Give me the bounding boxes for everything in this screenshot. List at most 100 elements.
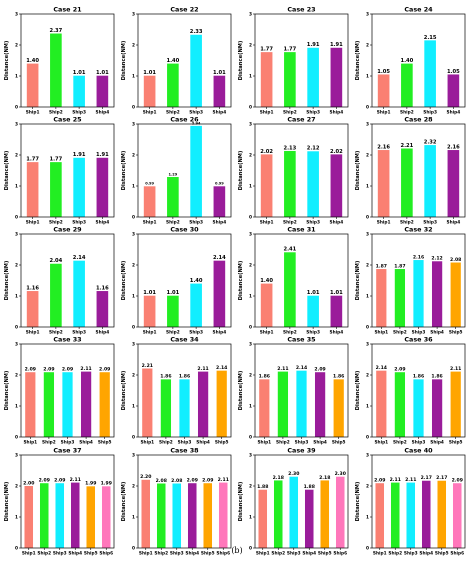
bar-ship6	[218, 482, 228, 548]
x-tick-label: Ship3	[72, 220, 86, 226]
data-label: 1.40	[26, 58, 39, 64]
data-label: 2.11	[80, 366, 91, 372]
y-tick-label: 0	[249, 325, 252, 331]
data-label: 2.33	[190, 29, 203, 35]
y-tick-label: 3	[132, 342, 135, 348]
chart-panel: Case 30 Distance(NM) 0 1 2 3 1.01 Ship1 1.01 Ship…	[121, 226, 232, 336]
data-label: 2.15	[424, 35, 437, 41]
x-tick-label: Ship4	[419, 551, 433, 557]
x-tick-label: Ship1	[143, 110, 157, 116]
x-tick-label: Ship3	[53, 551, 67, 557]
data-label: 1.77	[26, 157, 39, 163]
y-tick-label: 1	[15, 74, 18, 80]
y-tick-label: 2	[366, 43, 369, 49]
y-tick-label: 1	[132, 404, 135, 410]
data-label: 2.09	[187, 478, 198, 484]
bar-ship4	[96, 291, 109, 327]
y-tick-label: 0	[366, 435, 369, 441]
y-tick-label: 1	[132, 74, 135, 80]
y-tick-label: 2	[366, 373, 369, 379]
x-tick-label: Ship4	[213, 110, 227, 116]
bar-ship2	[167, 295, 179, 327]
x-tick-label: Ship3	[306, 110, 320, 116]
y-tick-label: 2	[366, 263, 369, 269]
bar-ship6	[335, 476, 345, 548]
data-label: 2.08	[450, 257, 461, 263]
data-label: 2.02	[330, 149, 343, 155]
data-label: 2.04	[49, 258, 62, 264]
bar-ship1	[143, 186, 156, 217]
x-tick-label: Ship5	[215, 440, 229, 446]
chart-panel: Case 36 Distance(NM) 0 1 2 3 2.14 Ship1 2.09 Ship…	[355, 336, 466, 446]
y-tick-label: 3	[15, 12, 18, 18]
y-axis-label: Distance(NM)	[121, 151, 127, 191]
bar-ship2	[277, 371, 289, 437]
axes-frame	[371, 123, 466, 218]
x-tick-label: Ship1	[143, 330, 157, 336]
x-tick-label: Ship1	[257, 440, 271, 446]
y-tick-label: 3	[249, 12, 252, 18]
panel-title: Case 37	[53, 447, 81, 455]
chart-panel: Case 22 Distance(NM) 0 1 2 3 1.01 Ship1 1.40 Ship…	[121, 6, 232, 116]
data-label: 2.09	[54, 478, 65, 484]
data-label: 2.09	[394, 367, 405, 373]
bar-ship5	[203, 483, 213, 548]
data-label: 1.01	[330, 290, 343, 296]
y-tick-label: 1	[249, 184, 252, 190]
x-tick-label: Ship6	[450, 551, 464, 557]
y-tick-label: 1	[15, 184, 18, 190]
y-tick-label: 1	[366, 184, 369, 190]
x-tick-label: Ship1	[374, 330, 388, 336]
bar-ship3	[179, 379, 190, 437]
x-tick-label: Ship3	[306, 330, 320, 336]
x-tick-label: Ship5	[98, 440, 112, 446]
axes-frame	[254, 13, 349, 108]
y-axis-label: Distance(NM)	[121, 41, 127, 81]
bar-ship3	[190, 125, 202, 217]
axes-frame	[20, 454, 115, 549]
panel-title: Case 31	[287, 226, 315, 234]
data-label: 1.01	[143, 70, 156, 76]
x-tick-label: Ship1	[26, 330, 40, 336]
chart-panel: Case 31 Distance(NM) 0 1 2 3 1.40 Ship1 2.41 Ship…	[238, 226, 349, 336]
y-tick-label: 3	[249, 232, 252, 238]
x-tick-label: Ship3	[189, 330, 203, 336]
bar-ship4	[187, 483, 197, 548]
data-label: 2.17	[436, 475, 447, 481]
x-tick-label: Ship3	[412, 330, 426, 336]
axes-frame	[137, 13, 232, 108]
figure-caption: (b)	[231, 546, 242, 555]
panel-title: Case 39	[287, 447, 316, 455]
y-tick-label: 0	[15, 215, 18, 221]
data-label: 1.01	[73, 70, 86, 76]
bar-ship6	[101, 486, 111, 548]
y-axis-label: Distance(NM)	[121, 482, 127, 522]
data-label: 2.13	[283, 145, 296, 151]
data-label: 2.09	[452, 478, 463, 484]
data-label: 1.99	[85, 481, 96, 487]
chart-panel: Case 34 Distance(NM) 0 1 2 3 2.21 Ship1 1.86 Ship…	[121, 336, 232, 446]
bar-ship1	[260, 283, 273, 327]
data-label: 2.41	[283, 247, 296, 253]
data-label: 2.11	[450, 366, 461, 372]
data-label: 2.12	[431, 256, 442, 262]
data-label: 1.77	[260, 47, 273, 53]
y-tick-label: 3	[366, 12, 369, 18]
y-tick-label: 2	[15, 484, 18, 490]
y-axis-label: Distance(NM)	[355, 482, 361, 522]
bar-ship5	[216, 370, 227, 437]
data-label: 2.09	[374, 478, 385, 484]
chart-panel: Case 32 Distance(NM) 0 1 2 3 1.87 Ship1 1.87 Ship…	[355, 226, 466, 336]
y-tick-label: 3	[132, 453, 135, 459]
bar-ship2	[284, 150, 296, 217]
y-axis-label: Distance(NM)	[4, 261, 10, 301]
chart-panel: Case 24 Distance(NM) 0 1 2 3 1.05 Ship1 1.40 Ship…	[355, 6, 466, 116]
x-tick-label: Ship4	[330, 110, 344, 116]
data-label: 1.77	[49, 157, 62, 163]
data-label: 1.01	[143, 290, 156, 296]
y-tick-label: 1	[366, 515, 369, 521]
data-label: 2.14	[213, 255, 226, 261]
y-axis-label: Distance(NM)	[238, 261, 244, 301]
chart-panel: Case 33 Distance(NM) 0 1 2 3 2.09 Ship1 2.09 Ship…	[4, 336, 115, 446]
y-tick-label: 3	[15, 342, 18, 348]
